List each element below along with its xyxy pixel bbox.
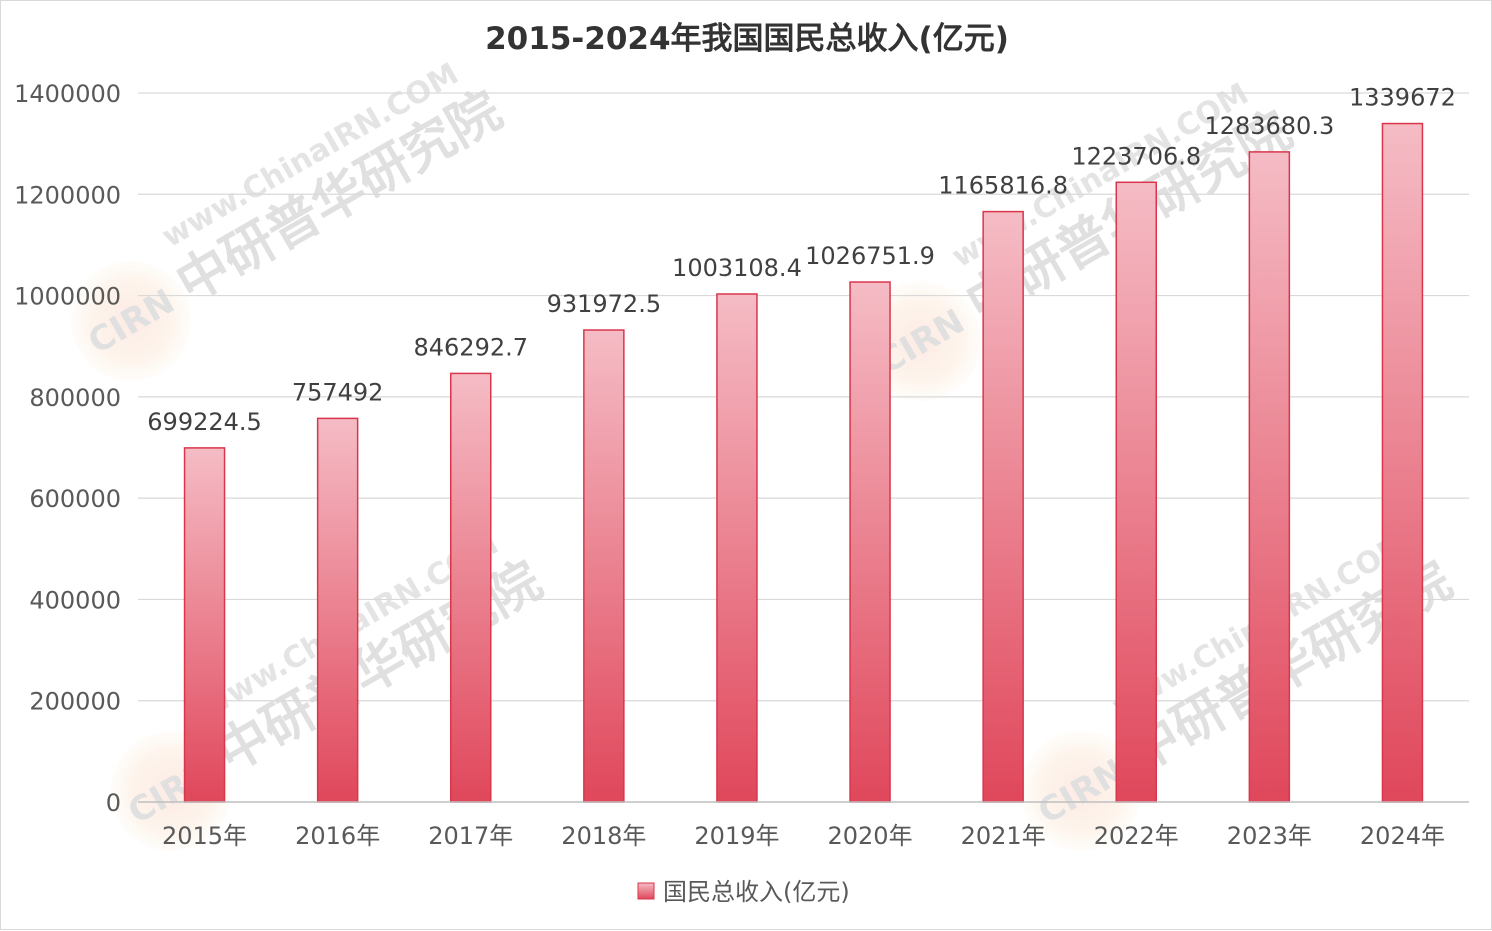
bar — [1381, 122, 1424, 803]
y-tick-label: 1400000 — [14, 80, 121, 108]
data-label: 1026751.9 — [805, 242, 935, 270]
bar — [982, 210, 1024, 803]
x-tick-label: 2016年 — [295, 822, 380, 850]
bar — [716, 293, 758, 803]
cirn-logo-icon — [71, 261, 191, 381]
data-label: 1003108.4 — [672, 254, 802, 282]
data-label: 931972.5 — [547, 290, 662, 318]
bar — [183, 447, 226, 803]
x-tick-label: 2015年 — [162, 822, 247, 850]
data-label: 757492 — [292, 378, 384, 406]
data-label: 1165816.8 — [938, 172, 1068, 200]
y-tick-label: 200000 — [29, 688, 121, 716]
x-tick-label: 2017年 — [428, 822, 513, 850]
bar — [849, 281, 891, 803]
x-tick-label: 2024年 — [1360, 822, 1445, 850]
x-tick-label: 2018年 — [561, 822, 646, 850]
legend-swatch — [637, 882, 655, 900]
x-tick-label: 2021年 — [961, 822, 1046, 850]
data-label: 1223706.8 — [1071, 142, 1201, 170]
data-label: 1339672 — [1349, 84, 1456, 112]
cirn-logo-icon — [861, 281, 981, 401]
x-tick-label: 2023年 — [1227, 822, 1312, 850]
y-tick-label: 600000 — [29, 485, 121, 513]
y-tick-label: 1000000 — [14, 283, 121, 311]
x-tick-label: 2022年 — [1094, 822, 1179, 850]
legend: 国民总收入(亿元) — [637, 878, 850, 906]
x-axis-ticks: 2015年 2016年 2017年 2018年 2019年 2020年 2021年 2022年… — [162, 822, 1445, 850]
data-label: 846292.7 — [413, 333, 528, 361]
data-label: 1283680.3 — [1204, 112, 1334, 140]
chart-title: 2015-2024年我国国民总收入(亿元) — [485, 21, 1009, 57]
x-tick-label: 2020年 — [828, 822, 913, 850]
y-tick-label: 800000 — [29, 384, 121, 412]
bar — [316, 417, 359, 803]
y-axis-ticks: 0 200000 400000 600000 800000 1000000 1200000 1… — [14, 80, 121, 817]
gridlines — [138, 92, 1469, 702]
bar — [450, 372, 492, 803]
bar — [1115, 181, 1157, 803]
y-tick-label: 0 — [106, 789, 121, 817]
legend-label: 国民总收入(亿元) — [663, 878, 850, 906]
y-tick-label: 1200000 — [14, 181, 121, 209]
bar — [1248, 151, 1291, 803]
bar — [583, 329, 625, 803]
bars — [183, 122, 1424, 803]
y-tick-label: 400000 — [29, 586, 121, 614]
data-label: 699224.5 — [147, 408, 262, 436]
x-tick-label: 2019年 — [694, 822, 779, 850]
cirn-logo-icon — [1021, 731, 1141, 851]
